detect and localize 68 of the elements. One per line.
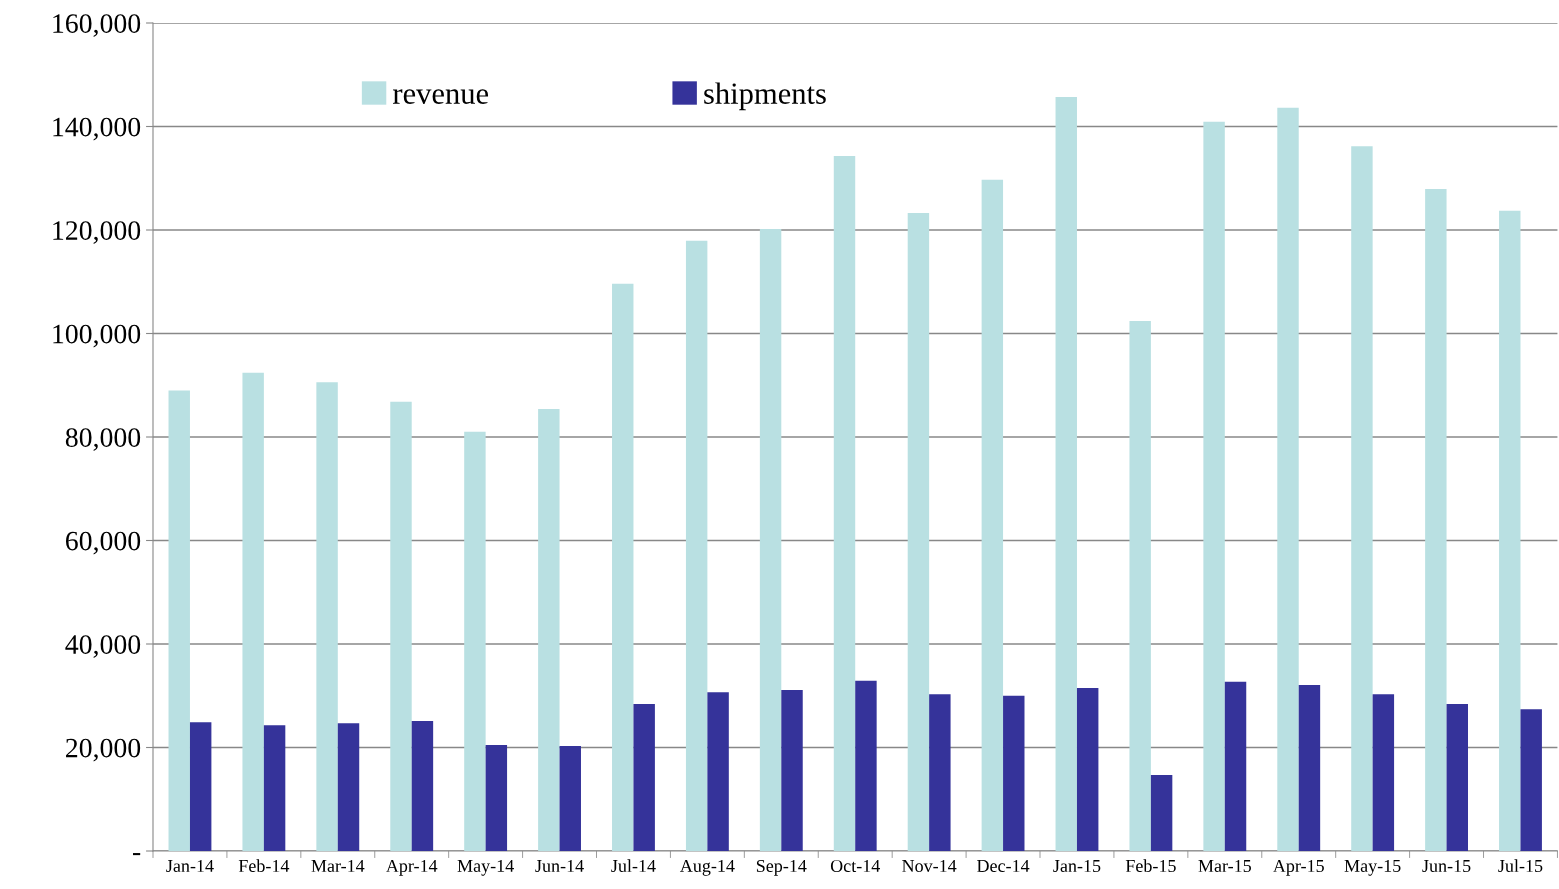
bar (316, 382, 338, 851)
bar (981, 179, 1004, 851)
y-tick-label: 100,000 (53, 324, 141, 348)
x-tick-label: Dec-14 (977, 859, 1030, 873)
bar (1372, 694, 1395, 851)
x-tick-label: Aug-14 (679, 859, 735, 876)
x-tick-label: Jun-14 (535, 859, 584, 873)
x-tick-label: Jan-14 (166, 859, 214, 873)
legend-label: revenue (393, 89, 489, 104)
bar (707, 692, 729, 851)
legend-label: shipments (704, 82, 826, 111)
bar (633, 704, 655, 851)
bar (1003, 695, 1025, 851)
x-tick-label: Feb-14 (238, 859, 290, 873)
bar (1055, 97, 1077, 851)
x-tick-label: Sep-14 (756, 859, 807, 876)
x-tick-label: May-14 (457, 859, 514, 876)
bar (390, 401, 412, 851)
bar (759, 228, 782, 851)
bar (168, 390, 190, 851)
x-tick-label: Jan-15 (1053, 859, 1101, 873)
bar (189, 722, 212, 851)
bar (685, 240, 708, 851)
bar (1203, 121, 1225, 851)
x-tick-label: Feb-15 (1125, 859, 1176, 873)
x-tick-label: Oct-14 (830, 859, 881, 873)
bar (1446, 704, 1468, 851)
bar (1150, 774, 1173, 851)
bar (1076, 687, 1099, 851)
y-tick-label: 40,000 (65, 635, 141, 658)
bar (781, 690, 803, 851)
bar (538, 409, 560, 851)
bar (1224, 681, 1247, 851)
x-tick-label: Jul-14 (611, 859, 656, 873)
bar (907, 212, 930, 851)
bar (485, 744, 508, 851)
bar (929, 694, 951, 851)
x-tick-label: Jul-15 (1498, 859, 1543, 873)
bar (263, 725, 286, 851)
bar (559, 745, 581, 851)
bar (464, 431, 486, 851)
x-tick-label: May-15 (1344, 859, 1401, 876)
bar (833, 156, 856, 851)
y-tick-label: 120,000 (53, 221, 141, 244)
x-tick-label: Mar-14 (311, 859, 365, 873)
x-tick-label: Mar-15 (1198, 859, 1251, 873)
bar (1520, 709, 1542, 851)
y-tick-label: 20,000 (66, 738, 141, 762)
bar (855, 680, 877, 851)
bar (612, 283, 634, 851)
bar (337, 723, 360, 851)
y-tick-label: 160,000 (53, 14, 141, 37)
x-tick-label: Apr-15 (1273, 859, 1324, 876)
bar (411, 721, 434, 851)
y-tick-label: - (132, 853, 141, 856)
x-tick-label: Apr-14 (386, 859, 438, 876)
y-tick-label: 80,000 (65, 428, 141, 451)
bar (1425, 189, 1447, 851)
bar (1277, 107, 1299, 851)
x-tick-label: Jun-15 (1422, 859, 1471, 873)
bar (242, 372, 264, 851)
y-tick-label: 60,000 (66, 531, 141, 555)
bar (1351, 146, 1373, 851)
bar (1129, 321, 1151, 851)
bar (1298, 684, 1321, 851)
x-tick-label: Nov-14 (902, 859, 957, 873)
bar (1499, 210, 1521, 851)
y-tick-label: 140,000 (53, 117, 141, 141)
